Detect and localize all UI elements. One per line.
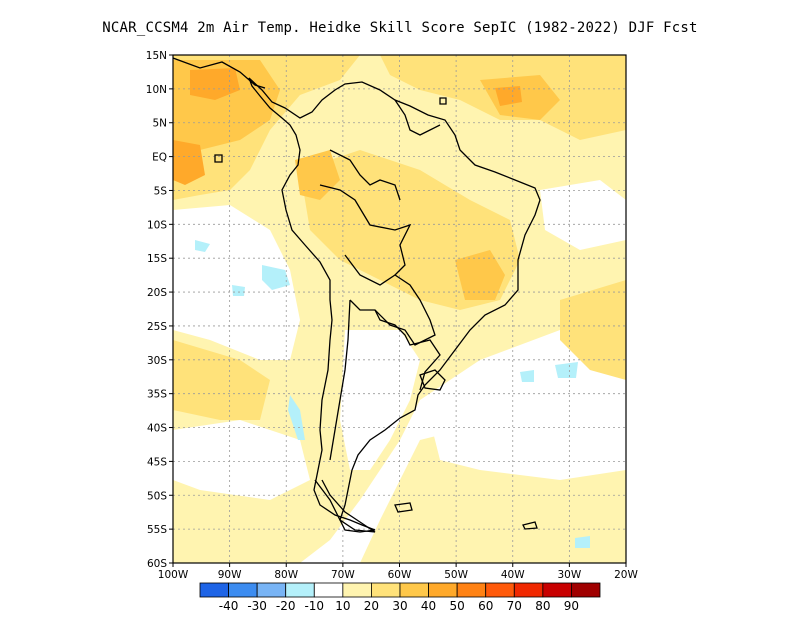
- galapagos: [214, 154, 223, 163]
- field-region-neg-10-a: [262, 265, 290, 290]
- latitude-axis: 15N 10N 5N EQ 5S 10S 15S 20S 25S 30S 35S 40S 45S 50S 5…: [146, 50, 173, 570]
- lat-tick-label: 5N: [152, 118, 167, 130]
- lat-tick-label: EQ: [152, 152, 167, 164]
- colorbar-label: 90: [564, 599, 579, 613]
- colorbar: -40 -30 -20 -10 10 20 30 40 50 60 70 80 90: [199, 582, 601, 613]
- uruguay-outline: [419, 369, 446, 391]
- colorbar-label: -30: [247, 599, 267, 613]
- colorbar-bin: [228, 582, 258, 598]
- colorbar-label: 40: [421, 599, 436, 613]
- lon-tick-label: 30W: [558, 569, 582, 581]
- colorbar-bin: [256, 582, 287, 598]
- lon-tick-label: 100W: [158, 569, 189, 581]
- colorbar-label: 30: [392, 599, 407, 613]
- field-region-40-50-nw: [190, 68, 240, 100]
- colorbar-label: 10: [335, 599, 350, 613]
- colorbar-bin: [313, 582, 344, 598]
- colorbar-label: 50: [450, 599, 465, 613]
- lat-tick-label: 55S: [147, 524, 167, 536]
- field-region-neg-10-b: [195, 240, 210, 252]
- lat-tick-label: 20S: [147, 287, 167, 299]
- lat-tick-label: 60S: [147, 558, 167, 570]
- field-gap-atlantic-eq: [540, 180, 626, 250]
- colorbar-label: 70: [507, 599, 522, 613]
- continent-outline: [248, 77, 541, 533]
- lat-tick-label: 35S: [147, 389, 167, 401]
- field-region-neg-10-d: [555, 362, 578, 378]
- colorbar-bin: [342, 582, 372, 598]
- colorbar-bin: [513, 582, 544, 598]
- country-border-2: [319, 184, 412, 276]
- lat-tick-label: 40S: [147, 423, 167, 435]
- field-region-neg-10-c: [288, 395, 305, 440]
- colorbar-bin: [571, 582, 601, 598]
- colorbar-label: 60: [478, 599, 493, 613]
- colorbar-label: -10: [304, 599, 324, 613]
- field-region-40-50-west: [173, 140, 205, 185]
- colorbar-bin: [371, 582, 401, 598]
- longitude-axis: 100W 90W 80W 70W 60W 50W 40W 30W 20W: [158, 563, 638, 581]
- colorbar-bin: [285, 582, 315, 598]
- field-region-30-40-brazil: [455, 250, 505, 300]
- lat-tick-label: 45S: [147, 456, 167, 468]
- land-outlines: [173, 57, 541, 533]
- field-gap-southwest: [173, 420, 310, 500]
- map-gridlines: [173, 55, 626, 563]
- field-gap-southern-cone: [340, 330, 420, 470]
- field-region-neg-10-f: [232, 285, 245, 296]
- lon-tick-label: 90W: [218, 569, 242, 581]
- field-region-neg-10-g: [575, 536, 590, 548]
- country-border-3: [344, 254, 436, 346]
- field-region-20-30-southwest: [173, 340, 270, 420]
- south-georgia: [522, 521, 538, 530]
- lon-tick-label: 60W: [388, 569, 412, 581]
- central-america: [173, 57, 266, 89]
- falklands: [394, 502, 413, 513]
- tierra-del-fuego: [314, 479, 376, 533]
- lat-tick-label: 15N: [146, 50, 167, 62]
- colorbar-bin: [485, 582, 515, 598]
- colorbar-bin: [456, 582, 487, 598]
- lat-tick-label: 30S: [147, 355, 167, 367]
- colorbar-label: 20: [364, 599, 379, 613]
- lon-tick-label: 70W: [331, 569, 355, 581]
- lon-tick-label: 20W: [614, 569, 638, 581]
- lat-tick-label: 15S: [147, 253, 167, 265]
- lat-tick-label: 50S: [147, 490, 167, 502]
- colorbar-bin: [542, 582, 572, 598]
- page-title: NCAR_CCSM4 2m Air Temp. Heidke Skill Sco…: [102, 20, 698, 36]
- lat-tick-label: 10N: [146, 84, 167, 96]
- colorbar-bin: [428, 582, 458, 598]
- field-region-20-30-southeast: [560, 280, 626, 380]
- field-region-40-50-carib: [495, 86, 522, 106]
- colorbar-bin: [399, 582, 429, 598]
- field-gap-south-atlantic: [430, 400, 626, 480]
- lon-tick-label: 50W: [444, 569, 468, 581]
- lon-tick-label: 80W: [274, 569, 298, 581]
- field-region-neg-10-e: [520, 370, 534, 382]
- country-border-5: [374, 309, 441, 391]
- country-border-6: [394, 99, 441, 136]
- lat-tick-label: 25S: [147, 321, 167, 333]
- lat-tick-label: 5S: [154, 185, 168, 197]
- colorbar-label: -40: [219, 599, 239, 613]
- colorbar-label: 80: [535, 599, 550, 613]
- trinidad: [439, 97, 447, 105]
- country-border-1: [329, 149, 401, 201]
- colorbar-label: -20: [276, 599, 296, 613]
- lon-tick-label: 40W: [501, 569, 525, 581]
- country-border-4: [329, 299, 351, 461]
- lat-tick-label: 10S: [147, 219, 167, 231]
- colorbar-bin: [199, 582, 229, 598]
